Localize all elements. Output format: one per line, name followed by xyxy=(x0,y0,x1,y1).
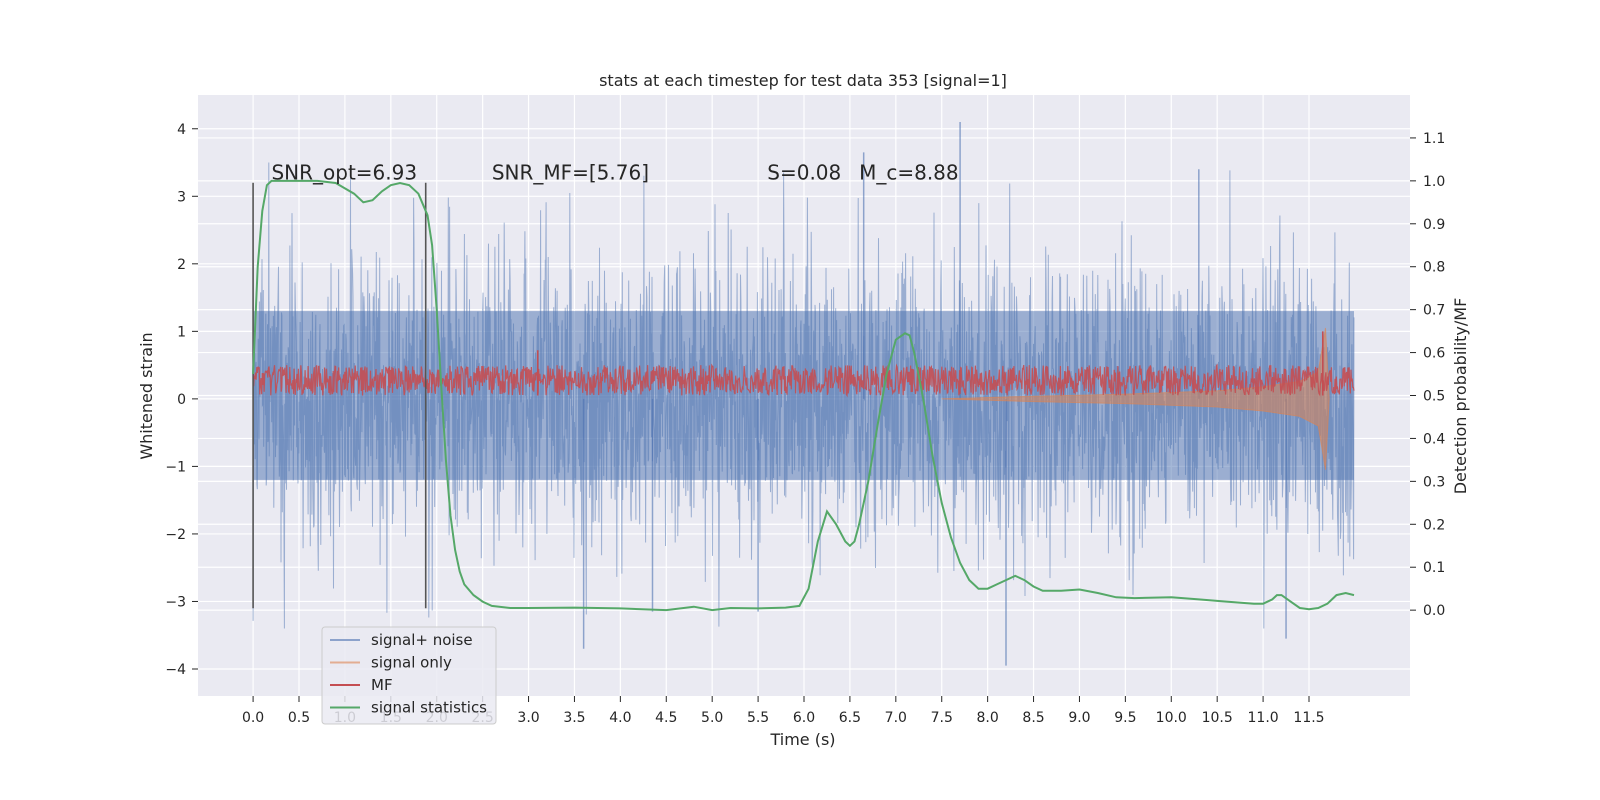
legend-label: signal statistics xyxy=(371,699,487,717)
annotation-text: S=0.08 xyxy=(767,160,841,184)
y-tick-label: 4 xyxy=(177,122,186,138)
x-tick-label: 10.5 xyxy=(1202,710,1233,726)
y-right-tick-label: 0.1 xyxy=(1423,560,1445,576)
x-tick-label: 11.5 xyxy=(1293,710,1324,726)
y-right-tick-label: 0.8 xyxy=(1423,260,1445,276)
y-tick-label: −1 xyxy=(165,459,186,475)
y-right-tick-label: 0.0 xyxy=(1423,603,1445,619)
y-axis-ticks: −4 −3 −2 −1 0 1 2 3 4 xyxy=(165,122,198,678)
x-tick-label: 0.5 xyxy=(288,710,310,726)
x-tick-label: 9.5 xyxy=(1114,710,1136,726)
chart-title: stats at each timestep for test data 353… xyxy=(599,71,1007,90)
y-right-tick-label: 0.5 xyxy=(1423,389,1445,405)
x-tick-label: 10.0 xyxy=(1156,710,1187,726)
signal-noise-line xyxy=(252,162,1355,629)
legend-label: signal only xyxy=(371,654,452,672)
mf-line xyxy=(252,363,1355,398)
annotations: SNR_opt=6.93 SNR_MF=[5.76] S=0.08 M_c=8.88 xyxy=(271,160,958,184)
y-right-tick-label: 0.3 xyxy=(1423,474,1445,490)
x-tick-label: 8.5 xyxy=(1022,710,1044,726)
x-tick-label: 4.0 xyxy=(609,710,631,726)
y-right-tick-label: 1.1 xyxy=(1423,131,1445,147)
y-right-tick-label: 0.4 xyxy=(1423,431,1445,447)
y-tick-label: −3 xyxy=(165,594,186,610)
series-mf xyxy=(252,331,1355,398)
x-tick-label: 6.5 xyxy=(839,710,861,726)
y-right-tick-label: 1.0 xyxy=(1423,174,1445,190)
legend-label: MF xyxy=(371,676,393,694)
x-tick-label: 3.0 xyxy=(517,710,539,726)
x-tick-label: 4.5 xyxy=(655,710,677,726)
annotation-text: SNR_MF=[5.76] xyxy=(492,160,649,184)
x-tick-label: 11.0 xyxy=(1248,710,1279,726)
series-signal-only xyxy=(941,327,1330,470)
y-right-tick-label: 0.2 xyxy=(1423,517,1445,533)
legend: signal+ noise signal only MF signal statist… xyxy=(321,626,497,725)
y-right-axis-ticks: 0.0 0.1 0.2 0.3 0.4 0.5 0.6 0.7 0.8 0.9 1.0 1.1 xyxy=(1410,131,1445,619)
y-tick-label: −2 xyxy=(165,527,186,543)
x-tick-label: 8.0 xyxy=(977,710,999,726)
x-tick-label: 6.0 xyxy=(793,710,815,726)
y-axis-label: Whitened strain xyxy=(137,332,156,459)
y-right-tick-label: 0.7 xyxy=(1423,303,1445,319)
x-tick-label: 7.0 xyxy=(885,710,907,726)
legend-label: signal+ noise xyxy=(371,631,473,649)
plot-area: SNR_opt=6.93 SNR_MF=[5.76] S=0.08 M_c=8.88 0… xyxy=(165,95,1445,726)
x-tick-label: 7.5 xyxy=(931,710,953,726)
y-tick-label: 0 xyxy=(177,392,186,408)
legend-box xyxy=(321,626,497,725)
x-tick-label: 0.0 xyxy=(242,710,264,726)
y-tick-label: −4 xyxy=(165,662,186,678)
x-tick-label: 5.5 xyxy=(747,710,769,726)
y-right-tick-label: 0.6 xyxy=(1423,346,1445,362)
y-tick-label: 3 xyxy=(177,189,186,205)
y-tick-label: 1 xyxy=(177,324,186,340)
annotation-text: SNR_opt=6.93 xyxy=(271,160,417,184)
x-axis-label: Time (s) xyxy=(769,730,835,749)
x-tick-label: 9.0 xyxy=(1068,710,1090,726)
y-right-tick-label: 0.9 xyxy=(1423,217,1445,233)
x-tick-label: 5.0 xyxy=(701,710,723,726)
annotation-text: M_c=8.88 xyxy=(859,160,959,184)
y-right-axis-label: Detection probability/MF xyxy=(1451,298,1470,495)
y-tick-label: 2 xyxy=(177,257,186,273)
x-tick-label: 3.5 xyxy=(563,710,585,726)
series-signal-statistics xyxy=(252,179,1355,612)
